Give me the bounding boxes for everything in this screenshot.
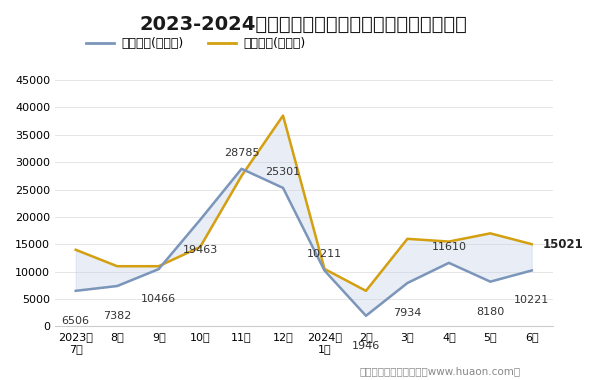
- Text: 11610: 11610: [431, 242, 466, 252]
- 进口总额(万美元): [155, 264, 162, 269]
- Text: 19463: 19463: [182, 245, 218, 255]
- Text: 7382: 7382: [103, 311, 131, 321]
- 出口总额(万美元): [280, 185, 287, 190]
- 出口总额(万美元): [238, 166, 245, 171]
- Text: 10221: 10221: [514, 296, 550, 306]
- 进口总额(万美元): [404, 236, 411, 241]
- 出口总额(万美元): [196, 218, 203, 222]
- 出口总额(万美元): [362, 314, 370, 318]
- Text: 制图：华经产业研究院（www.huaon.com）: 制图：华经产业研究院（www.huaon.com）: [360, 366, 521, 376]
- Text: 25301: 25301: [265, 167, 301, 177]
- 出口总额(万美元): [487, 279, 494, 284]
- 出口总额(万美元): [404, 281, 411, 285]
- Legend: 出口总额(万美元), 进口总额(万美元): 出口总额(万美元), 进口总额(万美元): [81, 32, 311, 55]
- 出口总额(万美元): [321, 268, 328, 273]
- 进口总额(万美元): [445, 239, 452, 244]
- 出口总额(万美元): [528, 268, 535, 273]
- 进口总额(万美元): [528, 242, 535, 247]
- Text: 15021: 15021: [543, 238, 584, 251]
- Text: 8180: 8180: [476, 307, 505, 317]
- Line: 进口总额(万美元): 进口总额(万美元): [76, 116, 532, 291]
- 进口总额(万美元): [113, 264, 121, 269]
- 进口总额(万美元): [72, 247, 79, 252]
- Text: 6506: 6506: [62, 316, 90, 326]
- Text: 10211: 10211: [307, 249, 342, 260]
- Line: 出口总额(万美元): 出口总额(万美元): [76, 169, 532, 316]
- 出口总额(万美元): [72, 288, 79, 293]
- 进口总额(万美元): [238, 174, 245, 178]
- 进口总额(万美元): [487, 231, 494, 236]
- Text: 10466: 10466: [141, 294, 176, 304]
- 进口总额(万美元): [362, 288, 370, 293]
- 出口总额(万美元): [155, 267, 162, 271]
- 出口总额(万美元): [445, 261, 452, 265]
- 出口总额(万美元): [113, 284, 121, 288]
- Text: 1946: 1946: [352, 341, 380, 351]
- Title: 2023-2024年红河州商品收发货人所在地进、出口额: 2023-2024年红河州商品收发货人所在地进、出口额: [140, 15, 467, 34]
- 进口总额(万美元): [321, 267, 328, 271]
- 进口总额(万美元): [280, 113, 287, 118]
- Text: 28785: 28785: [224, 148, 259, 158]
- 进口总额(万美元): [196, 245, 203, 249]
- Text: 7934: 7934: [393, 308, 422, 318]
